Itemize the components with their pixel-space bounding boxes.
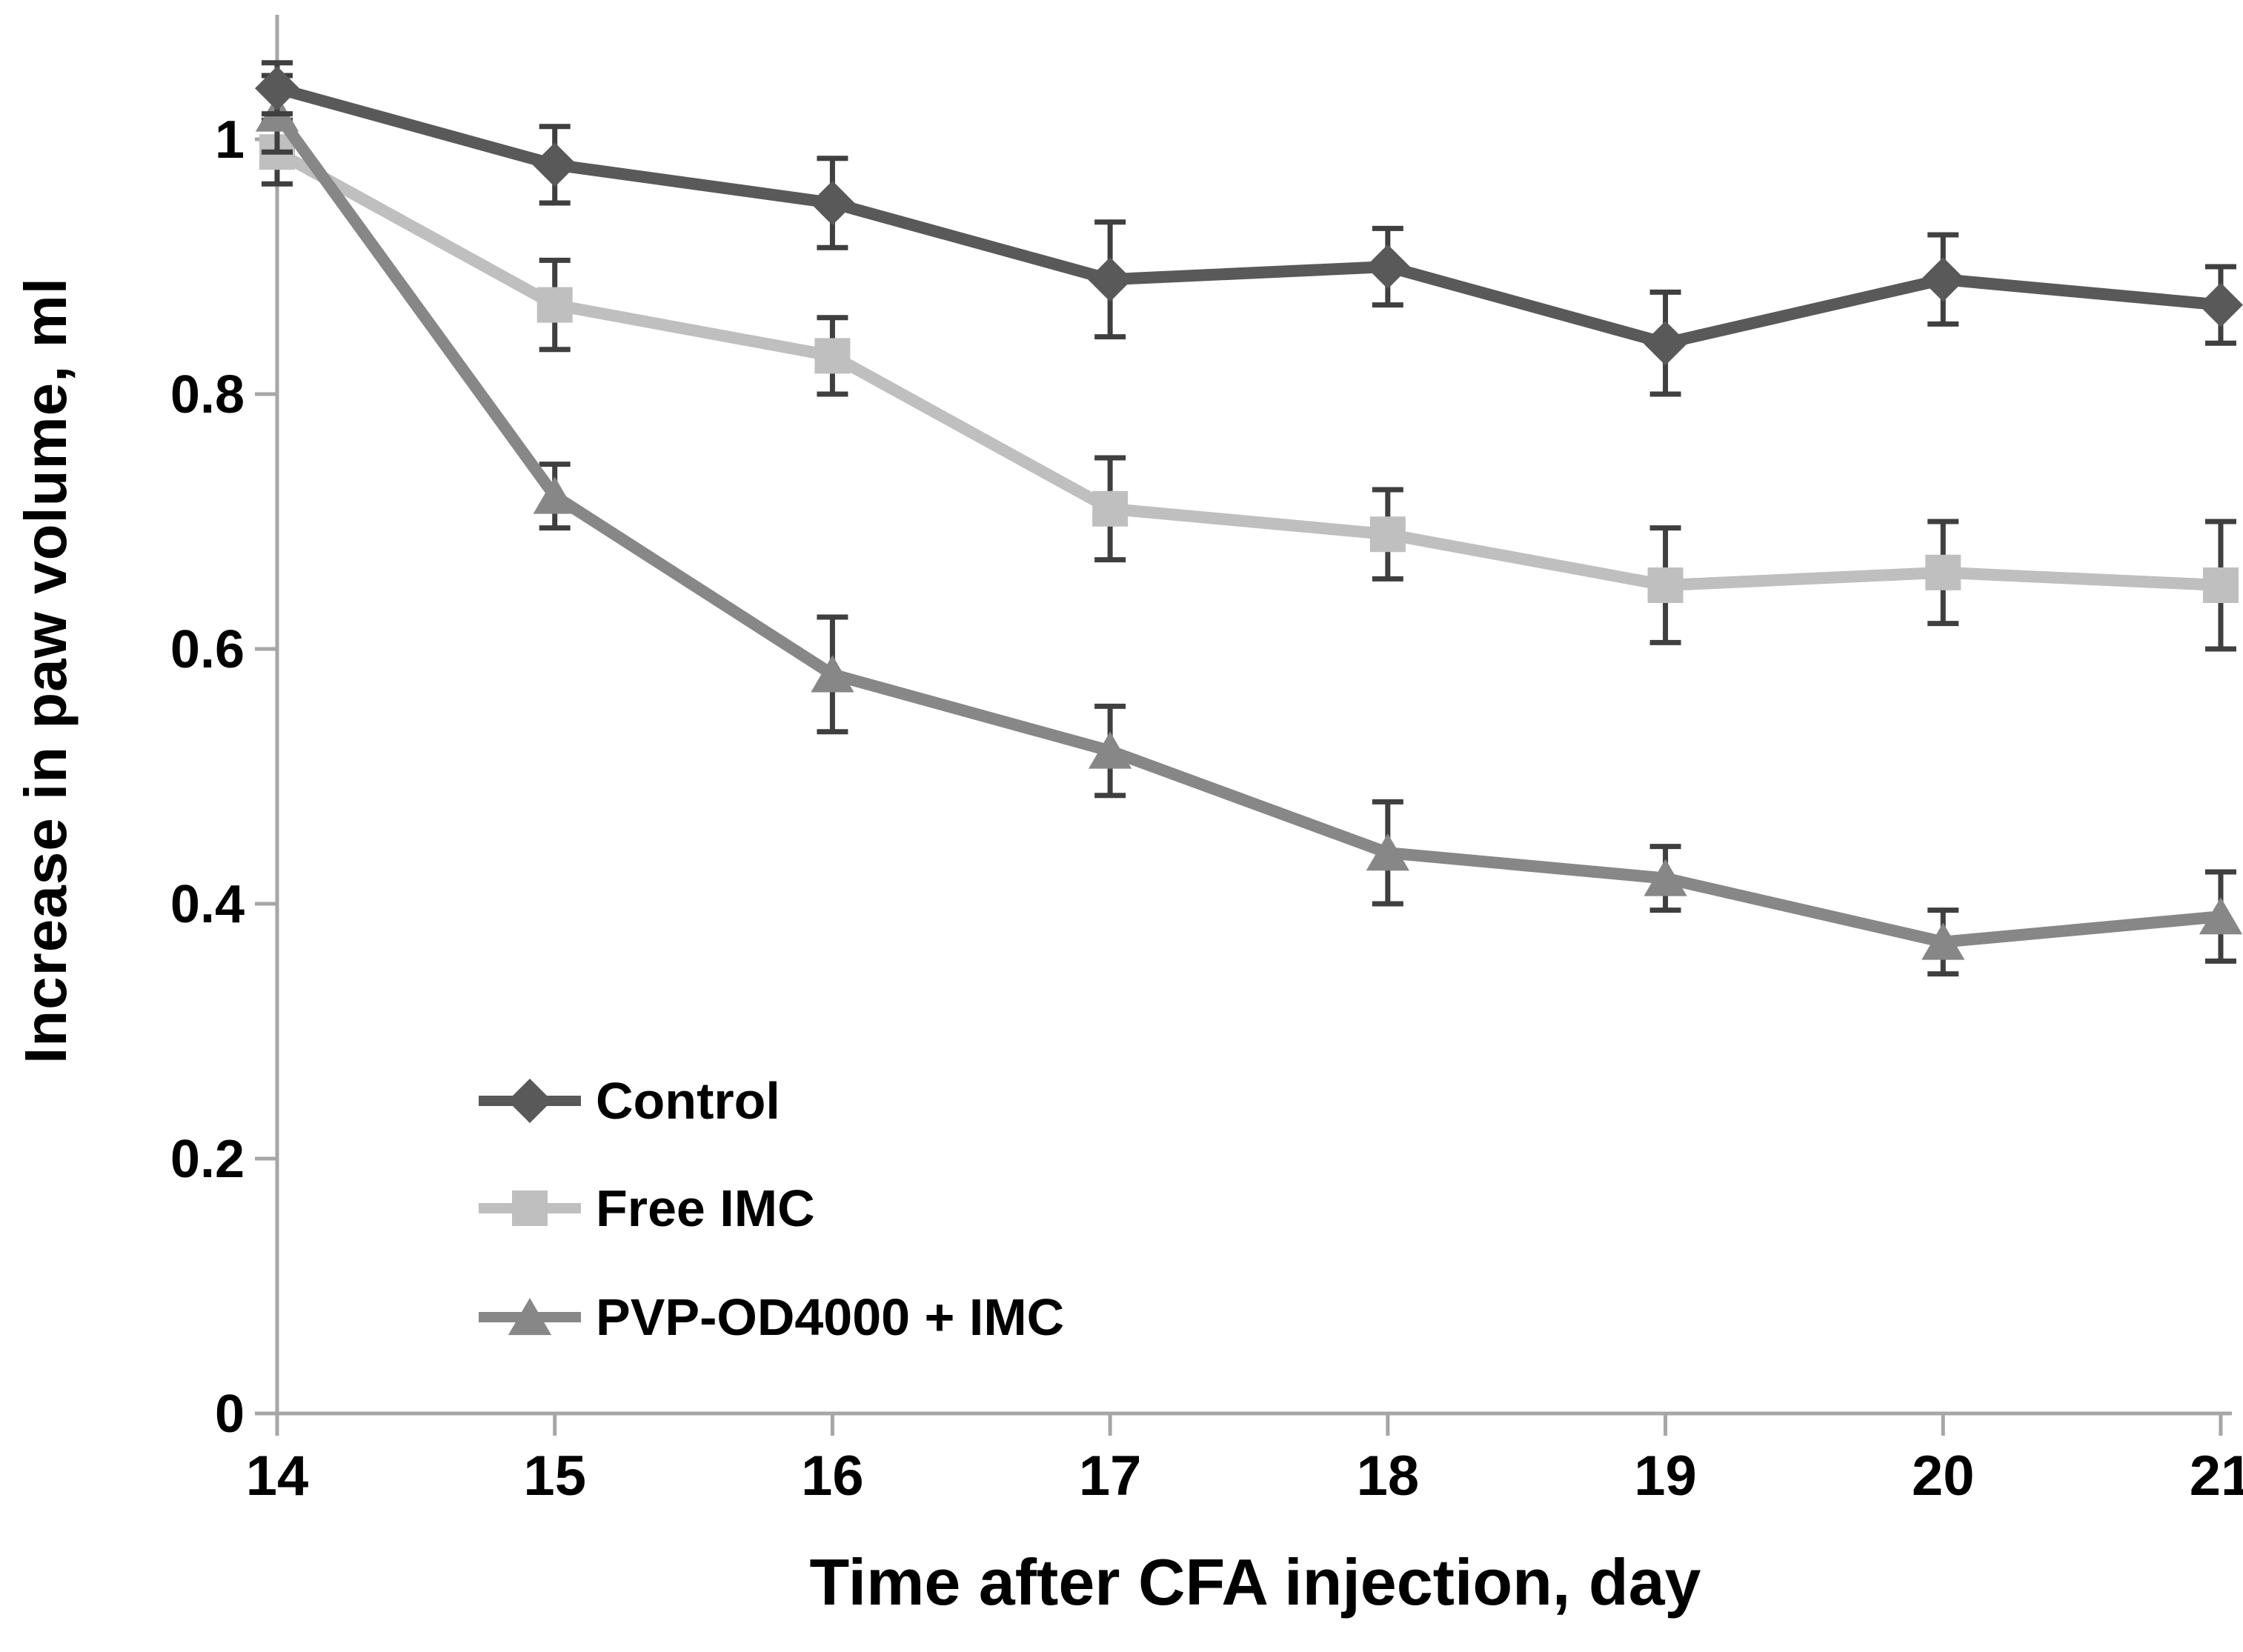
data-point-pvp-od4000-imc-day-18 xyxy=(1366,833,1409,871)
legend-label-pvp-od4000-imc: PVP-OD4000 + IMC xyxy=(596,1288,1065,1346)
x-tick-label-19: 19 xyxy=(1634,1445,1697,1508)
legend-marker-glyph xyxy=(508,1079,552,1123)
y-axis-title: Increase in paw volume, ml xyxy=(13,277,79,1064)
y-tick-label-0.6: 0.6 xyxy=(170,620,245,679)
x-tick-label-18: 18 xyxy=(1357,1445,1420,1508)
data-point-free-imc-day-18 xyxy=(1369,516,1406,553)
legend-marker-glyph xyxy=(508,1297,552,1336)
x-tick-label-17: 17 xyxy=(1079,1445,1142,1508)
x-axis-title: Time after CFA injection, day xyxy=(809,1545,1701,1619)
data-point-control-day-21 xyxy=(2198,282,2243,327)
free-imc-series-square-icon xyxy=(479,1190,581,1226)
data-point-control-day-17 xyxy=(1088,257,1133,302)
data-point-free-imc-day-16 xyxy=(814,338,851,374)
data-point-pvp-od4000-imc-day-21 xyxy=(2199,897,2243,935)
x-tick-label-14: 14 xyxy=(246,1445,309,1508)
legend-item-free-imc: Free IMC xyxy=(474,1173,815,1244)
data-point-control-day-15 xyxy=(532,142,577,187)
x-tick-label-15: 15 xyxy=(523,1445,586,1508)
data-point-control-day-20 xyxy=(1921,257,1966,302)
data-point-free-imc-day-19 xyxy=(1647,567,1684,603)
legend-item-pvp-od4000-imc: PVP-OD4000 + IMC xyxy=(474,1282,1064,1353)
series-control xyxy=(255,60,2243,397)
data-point-pvp-od4000-imc-day-16 xyxy=(811,655,854,693)
data-point-control-day-18 xyxy=(1365,244,1410,289)
series-line-pvp-od4000-imc xyxy=(271,107,2227,948)
y-tick-label-0.4: 0.4 xyxy=(170,875,245,934)
data-point-free-imc-day-15 xyxy=(536,287,573,323)
x-tick-label-16: 16 xyxy=(801,1445,864,1508)
x-tick-label-21: 21 xyxy=(2190,1445,2243,1508)
legend-label-free-imc: Free IMC xyxy=(596,1179,815,1237)
y-tick-label-1: 1 xyxy=(215,110,245,170)
data-point-free-imc-day-21 xyxy=(2202,567,2239,603)
series-free-imc xyxy=(259,117,2239,652)
series-pvp-od4000-imc xyxy=(255,73,2243,977)
legend-marker-glyph xyxy=(512,1190,548,1226)
y-tick-label-0: 0 xyxy=(215,1385,245,1444)
legend-item-control: Control xyxy=(474,1065,780,1136)
pvp-od4000-imc-series-triangle-icon xyxy=(479,1297,581,1336)
series-line-free-imc xyxy=(271,146,2227,591)
y-tick-label-0.2: 0.2 xyxy=(170,1130,245,1189)
data-point-control-day-19 xyxy=(1643,321,1688,366)
data-point-pvp-od4000-imc-day-20 xyxy=(1921,922,1965,960)
data-point-control-day-16 xyxy=(810,181,855,225)
data-point-free-imc-day-20 xyxy=(1925,554,1961,590)
y-tick-label-0.8: 0.8 xyxy=(170,365,245,424)
data-point-pvp-od4000-imc-day-17 xyxy=(1089,731,1132,769)
data-point-free-imc-day-17 xyxy=(1092,490,1129,527)
data-point-control-day-14 xyxy=(255,66,299,111)
data-point-pvp-od4000-imc-day-15 xyxy=(533,476,576,514)
data-point-pvp-od4000-imc-day-19 xyxy=(1644,859,1687,896)
control-series-diamond-icon xyxy=(479,1079,581,1123)
x-tick-label-20: 20 xyxy=(1912,1445,1975,1508)
legend-label-control: Control xyxy=(596,1072,780,1130)
series-line-control xyxy=(271,82,2227,350)
